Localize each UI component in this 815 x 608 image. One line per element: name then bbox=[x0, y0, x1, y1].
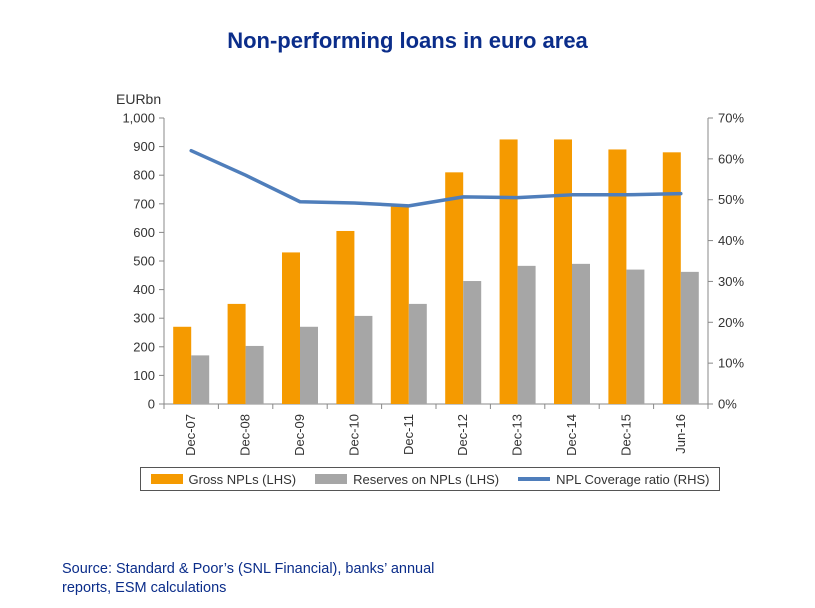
bar-gross-npls bbox=[227, 303, 246, 404]
bar-gross-npls bbox=[282, 252, 300, 404]
bar-reserves bbox=[680, 271, 699, 404]
bar-reserves bbox=[408, 303, 427, 404]
right-tick-label: 0% bbox=[718, 397, 737, 412]
x-tick-label: Dec-14 bbox=[564, 414, 579, 456]
right-tick-label: 20% bbox=[718, 315, 744, 330]
legend-item-reserves: Reserves on NPLs (LHS) bbox=[315, 472, 499, 487]
chart-canvas: 0 100 200 300 400 500 600 700 800 900 1,000 0% 10% 20… bbox=[116, 91, 744, 456]
x-tick-label: Dec-07 bbox=[183, 414, 198, 456]
left-tick-label: 300 bbox=[133, 311, 155, 326]
chart-legend: Gross NPLs (LHS) Reserves on NPLs (LHS) … bbox=[140, 467, 720, 491]
left-tick-label: 100 bbox=[133, 368, 155, 383]
left-tick-label: 900 bbox=[133, 139, 155, 154]
x-tick-label: Dec-09 bbox=[292, 414, 307, 456]
x-tick-label: Dec-08 bbox=[238, 414, 253, 456]
left-axis-unit: EURbn bbox=[116, 91, 161, 107]
right-tick-label: 30% bbox=[718, 274, 744, 289]
bar-gross-npls bbox=[390, 205, 409, 404]
bar-reserves bbox=[572, 263, 590, 404]
bar-reserves bbox=[517, 265, 536, 404]
right-tick-label: 60% bbox=[718, 151, 744, 166]
source-note: Source: Standard & Poor’s (SNL Financial… bbox=[62, 561, 435, 596]
bar-gross-npls bbox=[608, 149, 627, 404]
bar-reserves bbox=[463, 281, 482, 404]
legend-swatch-coverage bbox=[518, 477, 551, 481]
legend-label-gross-npls: Gross NPLs (LHS) bbox=[188, 471, 297, 487]
legend-item-coverage: NPL Coverage ratio (RHS) bbox=[518, 471, 710, 487]
bar-reserves bbox=[191, 355, 210, 404]
right-tick-label: 50% bbox=[718, 192, 744, 207]
bar-gross-npls bbox=[499, 139, 518, 404]
right-tick-label: 70% bbox=[718, 111, 744, 126]
left-tick-label: 200 bbox=[133, 339, 155, 354]
right-tick-label: 40% bbox=[718, 233, 744, 248]
x-tick-label: Dec-12 bbox=[455, 414, 470, 456]
x-tick-label: Dec-15 bbox=[618, 414, 633, 456]
right-tick-label: 10% bbox=[718, 356, 744, 371]
x-tick-label: Dec-13 bbox=[510, 414, 525, 456]
left-tick-label: 700 bbox=[133, 196, 155, 211]
plot-area: 0 100 200 300 400 500 600 700 800 900 1,000 0% 10% 20… bbox=[116, 91, 744, 456]
left-tick-label: 1,000 bbox=[122, 111, 155, 126]
legend-swatch-reserves bbox=[315, 474, 348, 484]
bar-reserves bbox=[354, 315, 373, 404]
bar-gross-npls bbox=[445, 172, 464, 404]
bar-reserves bbox=[245, 345, 264, 404]
bar-gross-npls bbox=[336, 230, 355, 404]
x-tick-label: Dec-10 bbox=[346, 414, 361, 456]
chart-title: Non-performing loans in euro area bbox=[227, 28, 588, 53]
legend-swatch-gross-npls bbox=[150, 474, 183, 484]
bar-gross-npls bbox=[662, 152, 681, 404]
x-tick-label: Jun-16 bbox=[673, 414, 688, 454]
legend-label-reserves: Reserves on NPLs (LHS) bbox=[353, 471, 500, 487]
left-tick-label: 600 bbox=[133, 225, 155, 240]
x-tick-label: Dec-11 bbox=[401, 414, 416, 455]
legend-label-coverage: NPL Coverage ratio (RHS) bbox=[556, 471, 710, 487]
bar-gross-npls bbox=[173, 326, 192, 404]
left-tick-label: 0 bbox=[148, 397, 155, 412]
line-npl-coverage bbox=[189, 148, 683, 208]
left-tick-label: 500 bbox=[133, 254, 155, 269]
left-tick-label: 800 bbox=[133, 168, 155, 183]
bar-gross-npls bbox=[554, 139, 572, 404]
bar-reserves bbox=[300, 326, 318, 404]
legend-item-gross-npls: Gross NPLs (LHS) bbox=[150, 471, 297, 487]
left-tick-label: 400 bbox=[133, 282, 155, 297]
bar-reserves bbox=[626, 269, 645, 404]
